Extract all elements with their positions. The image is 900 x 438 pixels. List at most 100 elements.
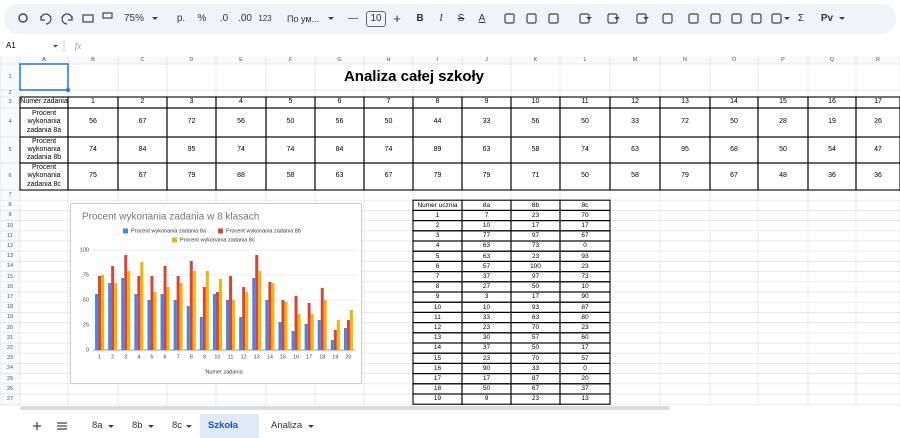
column-header: M — [632, 56, 638, 63]
bar — [336, 320, 340, 350]
sheet-tab[interactable]: 8b — [132, 419, 143, 431]
search-icon — [18, 13, 28, 23]
bar — [323, 300, 327, 350]
row-header: 18 — [6, 304, 14, 311]
bar — [114, 283, 118, 350]
student-cell: 0 — [583, 364, 587, 372]
view-icon — [771, 13, 782, 24]
x-tick-label: 14 — [267, 354, 273, 360]
toolbar-sum: Σ — [797, 13, 805, 25]
percent-cell: 33 — [482, 118, 491, 126]
toolbar-font-size: 10 — [366, 11, 386, 27]
student-cell: 50 — [531, 283, 540, 291]
row-label: Procent wykonania zadania 8c — [27, 164, 61, 188]
sheet-tab[interactable]: Analiza — [271, 419, 303, 431]
bar — [166, 287, 170, 350]
y-tick-label: 0 — [86, 347, 89, 353]
student-cell: 33 — [482, 313, 491, 321]
percent-cell: 67 — [384, 172, 393, 180]
legend-swatch — [172, 237, 177, 243]
bar — [124, 255, 128, 350]
sheet-title: Analiza całej szkoły — [343, 68, 485, 86]
row-header: 11 — [7, 232, 13, 239]
toolbar — [4, 4, 896, 34]
student-cell: 18 — [433, 385, 442, 393]
toolbar-zoom: 75% — [123, 13, 144, 25]
percent-cell: 36 — [828, 172, 836, 180]
student-cell: 57 — [482, 262, 491, 270]
student-cell: 10 — [581, 283, 589, 291]
percent-cell: 50 — [286, 118, 295, 126]
y-tick-label: 75 — [83, 272, 89, 278]
bar — [147, 300, 151, 350]
percent-cell: 56 — [237, 118, 245, 126]
percent-cell: 26 — [874, 118, 882, 126]
percent-cell: 74 — [89, 145, 97, 153]
sheet-tab[interactable]: 8c — [172, 419, 183, 431]
student-cell: 0 — [583, 242, 587, 250]
x-tick-label: 10 — [214, 354, 220, 360]
row-header: 17 — [6, 293, 14, 300]
bar — [297, 314, 301, 350]
student-cell: 70 — [531, 323, 540, 331]
student-cell: 17 — [531, 293, 540, 301]
legend-label: Procent wykonania zadania 8a — [131, 228, 207, 234]
student-cell: 7 — [484, 211, 489, 219]
toolbar-bold: B — [416, 13, 424, 25]
bar — [245, 292, 249, 350]
link-icon — [688, 13, 699, 24]
student-cell: 67 — [531, 385, 540, 393]
percent-cell: 67 — [138, 172, 147, 180]
bar — [242, 287, 246, 350]
column-header: H — [386, 56, 391, 63]
bar — [160, 294, 164, 350]
tab-arrow — [148, 425, 154, 428]
x-tick-label: 8 — [190, 354, 193, 360]
percent-cell: 84 — [335, 145, 344, 153]
percent-cell: 56 — [335, 118, 344, 126]
row-header: 3 — [8, 99, 12, 106]
percent-cell: 50 — [581, 118, 589, 126]
row-header: 19 — [6, 314, 14, 321]
tab-arrow — [108, 425, 114, 428]
toolbar-italic: I — [439, 13, 443, 25]
x-tick-label: 12 — [241, 354, 247, 360]
student-cell: 9 — [435, 293, 440, 301]
row-header: 22 — [6, 344, 14, 351]
student-cell: 20 — [581, 374, 589, 382]
column-header: R — [876, 56, 880, 63]
student-cell: 33 — [531, 364, 540, 372]
bar — [212, 294, 216, 350]
student-cell: 93 — [531, 303, 540, 311]
percent-cell: 50 — [384, 118, 393, 126]
row-label: Procent wykonania zadania 8a — [26, 110, 62, 134]
task-number: 7 — [386, 98, 391, 106]
bar — [252, 278, 256, 350]
percent-cell: 75 — [89, 172, 97, 180]
legend-label: Procent wykonania zadania 8c — [180, 237, 255, 243]
column-header: N — [683, 56, 687, 63]
sheet-tab-active[interactable]: Szkoła — [200, 414, 259, 438]
student-cell: 17 — [531, 221, 540, 229]
student-cell: 23 — [482, 323, 491, 331]
student-cell: 12 — [433, 323, 442, 331]
x-tick-label: 13 — [254, 354, 260, 360]
legend-swatch — [123, 228, 128, 234]
fill-color-icon — [504, 13, 515, 24]
x-tick-label: 3 — [124, 354, 127, 360]
student-cell: 6 — [435, 262, 440, 270]
bar — [140, 262, 144, 350]
student-cell: 14 — [433, 344, 442, 352]
cell-border — [855, 162, 900, 191]
student-cell: 30 — [482, 334, 491, 342]
task-number: 9 — [484, 98, 489, 106]
toolbar-strike: S — [457, 13, 465, 25]
percent-cell: 19 — [828, 118, 836, 126]
sheet-tab[interactable]: 8a — [92, 419, 103, 431]
selection-handle — [66, 88, 70, 92]
percent-cell: 72 — [681, 118, 689, 126]
student-cell: 63 — [482, 252, 491, 260]
student-cell: 23 — [581, 323, 589, 331]
column-header: O — [731, 56, 737, 63]
percent-cell: 79 — [482, 172, 491, 180]
